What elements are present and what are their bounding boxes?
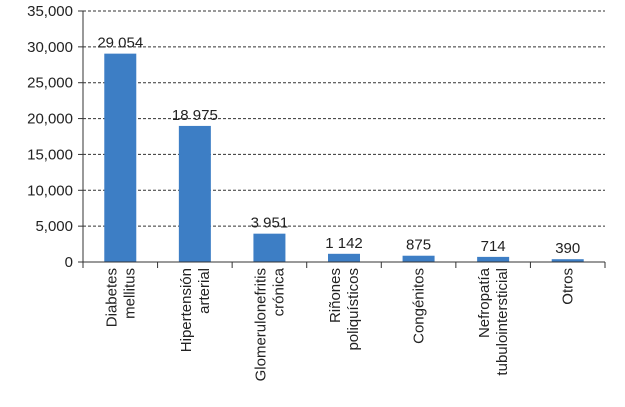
category-label-line: Nefropatía xyxy=(476,267,493,338)
data-label: 18 975 xyxy=(172,107,218,124)
bars xyxy=(104,53,584,263)
data-labels: 29 054 18 975 3 951 1 142 875 714 390 xyxy=(97,35,580,258)
y-axis-ticks: 0 5,000 10,000 15,000 20,000 25,000 30,000 35,0… xyxy=(27,3,83,271)
data-label: 1 142 xyxy=(325,235,363,252)
category-label-line: Congénitos xyxy=(411,268,428,344)
data-label: 390 xyxy=(555,240,580,257)
category-label-line: Riñones xyxy=(327,268,344,323)
bar xyxy=(178,125,211,262)
bar xyxy=(253,233,286,262)
category-label-line: Hipertensión xyxy=(178,268,195,352)
y-tick-label: 5,000 xyxy=(35,218,73,235)
category-label-line: tubulointersticial xyxy=(494,268,511,376)
grid-lines xyxy=(83,10,605,227)
category-label-line: arterial xyxy=(196,268,213,314)
y-tick-label: 25,000 xyxy=(27,75,73,92)
category-label-line: crónica xyxy=(270,267,287,316)
category-label-line: Otros xyxy=(560,268,577,305)
x-axis-categories: Diabetes mellitus Hipertensión arterial Glom… xyxy=(103,267,576,381)
category-label: Nefropatía tubulointersticial xyxy=(476,267,511,375)
data-label: 3 951 xyxy=(251,215,289,232)
category-label-line: poliquísticos xyxy=(345,268,362,351)
category-label-line: Diabetes xyxy=(103,268,120,327)
axes xyxy=(82,11,606,268)
bar xyxy=(402,255,435,262)
category-label: Hipertensión arterial xyxy=(178,268,213,352)
category-label: Riñones poliquísticos xyxy=(327,268,362,351)
bar xyxy=(104,53,137,263)
category-label-line: mellitus xyxy=(121,268,138,319)
category-label-line: Glomerulonefritis xyxy=(252,268,269,381)
y-tick-label: 10,000 xyxy=(27,182,73,199)
y-tick-label: 30,000 xyxy=(27,39,73,56)
data-label: 29 054 xyxy=(97,35,143,52)
category-label: Glomerulonefritis crónica xyxy=(252,267,287,381)
bar xyxy=(551,259,584,262)
y-tick-label: 20,000 xyxy=(27,111,73,128)
y-tick-label: 15,000 xyxy=(27,146,73,163)
bar xyxy=(477,256,510,262)
data-label: 875 xyxy=(406,237,431,254)
y-tick-label: 0 xyxy=(65,254,73,271)
category-label: Otros xyxy=(560,268,577,305)
category-label: Congénitos xyxy=(411,268,428,344)
category-label: Diabetes mellitus xyxy=(103,268,138,327)
y-tick-label: 35,000 xyxy=(27,3,73,20)
data-label: 714 xyxy=(481,238,506,255)
bar xyxy=(328,253,360,262)
